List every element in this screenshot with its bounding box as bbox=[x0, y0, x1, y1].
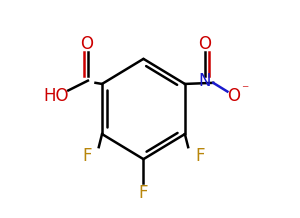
Text: N: N bbox=[198, 72, 211, 90]
Text: ⁻: ⁻ bbox=[241, 83, 248, 97]
Text: HO: HO bbox=[44, 87, 69, 105]
Text: O: O bbox=[198, 35, 211, 53]
Text: O: O bbox=[80, 35, 93, 53]
Text: F: F bbox=[82, 147, 92, 165]
Text: F: F bbox=[139, 184, 148, 202]
Text: O: O bbox=[227, 87, 240, 105]
Text: F: F bbox=[195, 147, 205, 165]
